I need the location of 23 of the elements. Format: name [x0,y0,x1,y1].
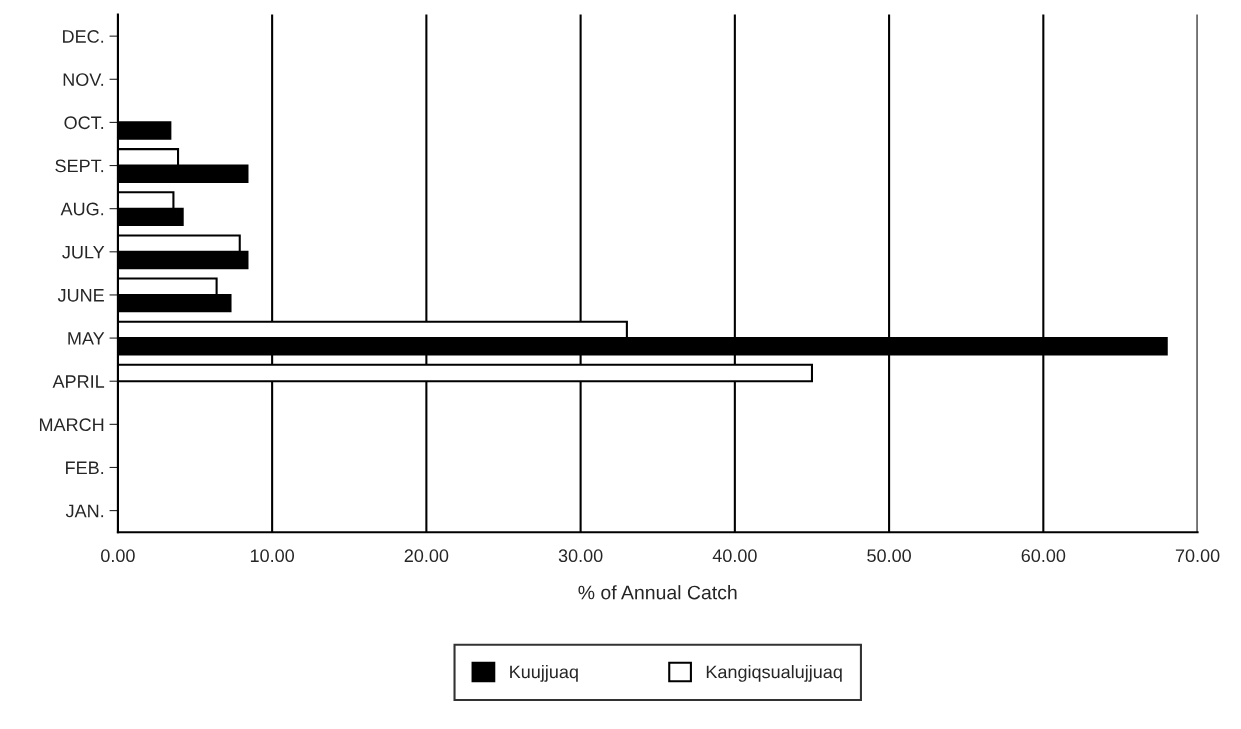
x-tick-label: 20.00 [404,549,449,563]
y-tick-label: OCT. [64,116,104,130]
x-tick-label: 30.00 [558,549,603,563]
x-axis-title: % of Annual Catch [578,585,737,600]
y-tick-label: AUG. [60,202,104,216]
x-tick-label: 40.00 [712,549,757,563]
y-tick-label: DEC. [63,30,104,43]
x-tick-label: 0.00 [101,549,135,563]
y-tick-label: SEPT. [55,159,104,173]
legend-label: Kangiqsualujjuaq [706,665,842,682]
y-tick-label: APRIL [52,375,105,388]
x-tick-label: 60.00 [1021,549,1066,563]
y-tick-label: NOV. [63,73,104,86]
y-tick-label: JUNE [57,289,104,302]
x-tick-label: 70.00 [1175,549,1220,563]
y-tick-label: MARCH [39,418,104,432]
y-tick-label: JULY [62,245,105,259]
y-tick-label: FEB. [66,461,104,475]
x-tick-label: 10.00 [250,549,295,563]
y-tick-label: MAY [68,332,105,345]
x-tick-label: 50.00 [867,549,911,563]
legend-label: Kuujjuaq [510,665,578,682]
y-tick-label: JAN. [65,504,104,518]
